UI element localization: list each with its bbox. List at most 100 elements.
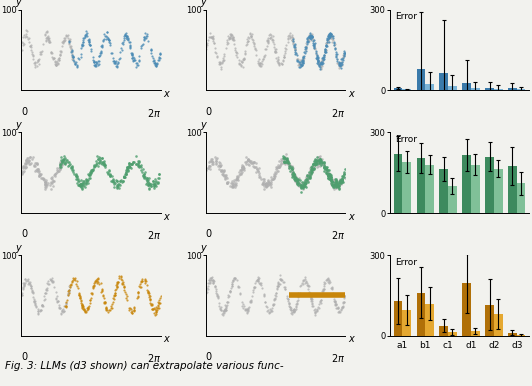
Point — [267, 32, 276, 38]
Point — [64, 288, 73, 295]
Point — [130, 307, 138, 313]
Point — [101, 299, 109, 305]
Point — [296, 283, 305, 289]
Point — [87, 291, 96, 297]
Point — [326, 176, 334, 183]
Point — [325, 171, 334, 177]
Point — [102, 304, 111, 310]
Point — [146, 47, 155, 53]
Point — [81, 309, 89, 315]
Point — [231, 276, 239, 283]
Point — [293, 56, 302, 63]
Point — [277, 156, 285, 162]
Point — [59, 156, 67, 162]
Point — [30, 299, 38, 305]
Point — [35, 173, 44, 179]
Point — [154, 174, 162, 181]
Point — [34, 308, 42, 314]
Point — [110, 60, 118, 66]
Point — [288, 310, 296, 317]
Point — [288, 169, 296, 176]
Point — [307, 36, 315, 42]
Point — [323, 37, 332, 44]
Point — [269, 171, 278, 178]
Point — [225, 36, 233, 42]
Point — [100, 300, 109, 306]
Bar — [394, 301, 402, 336]
Point — [24, 161, 33, 168]
Point — [256, 282, 265, 288]
Point — [58, 158, 66, 164]
Point — [331, 181, 340, 187]
Point — [211, 49, 219, 55]
Point — [92, 161, 100, 168]
Point — [43, 28, 52, 34]
Point — [102, 306, 111, 312]
Point — [31, 159, 40, 166]
Point — [317, 59, 325, 66]
Point — [335, 61, 343, 67]
Point — [337, 181, 345, 187]
Point — [143, 287, 152, 293]
Point — [41, 290, 49, 296]
Point — [283, 157, 292, 163]
Bar — [439, 73, 448, 90]
Point — [314, 158, 323, 164]
Point — [150, 183, 159, 189]
Point — [307, 37, 315, 43]
Point — [89, 283, 97, 290]
Point — [325, 171, 333, 178]
Point — [315, 305, 323, 311]
Point — [27, 44, 36, 50]
Point — [325, 34, 333, 40]
Point — [272, 165, 281, 171]
Point — [89, 54, 97, 60]
Point — [232, 177, 240, 183]
Point — [138, 278, 146, 284]
Point — [330, 181, 338, 187]
Point — [120, 174, 128, 180]
Point — [83, 30, 92, 36]
Point — [241, 306, 250, 312]
Point — [304, 174, 313, 180]
Point — [323, 171, 332, 178]
Point — [63, 157, 72, 163]
Point — [240, 51, 249, 57]
Point — [331, 301, 340, 307]
Point — [205, 280, 214, 286]
Point — [87, 290, 95, 296]
Point — [252, 277, 261, 283]
Point — [257, 61, 266, 67]
Point — [135, 164, 144, 170]
Point — [290, 46, 299, 52]
Point — [130, 159, 138, 165]
Point — [297, 63, 305, 69]
Point — [339, 298, 348, 305]
Point — [38, 303, 47, 309]
Point — [332, 180, 340, 186]
Point — [121, 35, 130, 41]
Point — [294, 290, 303, 296]
Point — [82, 179, 90, 185]
Point — [318, 58, 327, 64]
Point — [302, 279, 310, 285]
Bar — [417, 158, 425, 213]
Point — [214, 166, 223, 172]
Point — [219, 168, 227, 174]
Bar — [417, 293, 425, 336]
Point — [29, 56, 38, 62]
Point — [269, 301, 278, 307]
Point — [307, 163, 316, 169]
Point — [300, 183, 308, 189]
Point — [153, 305, 161, 311]
Point — [84, 180, 93, 186]
Point — [325, 34, 333, 41]
Point — [304, 34, 312, 40]
Point — [31, 64, 39, 70]
Point — [36, 171, 44, 178]
Point — [91, 279, 99, 285]
Point — [308, 167, 317, 173]
Point — [260, 176, 268, 182]
Point — [85, 36, 93, 42]
Point — [204, 280, 213, 286]
